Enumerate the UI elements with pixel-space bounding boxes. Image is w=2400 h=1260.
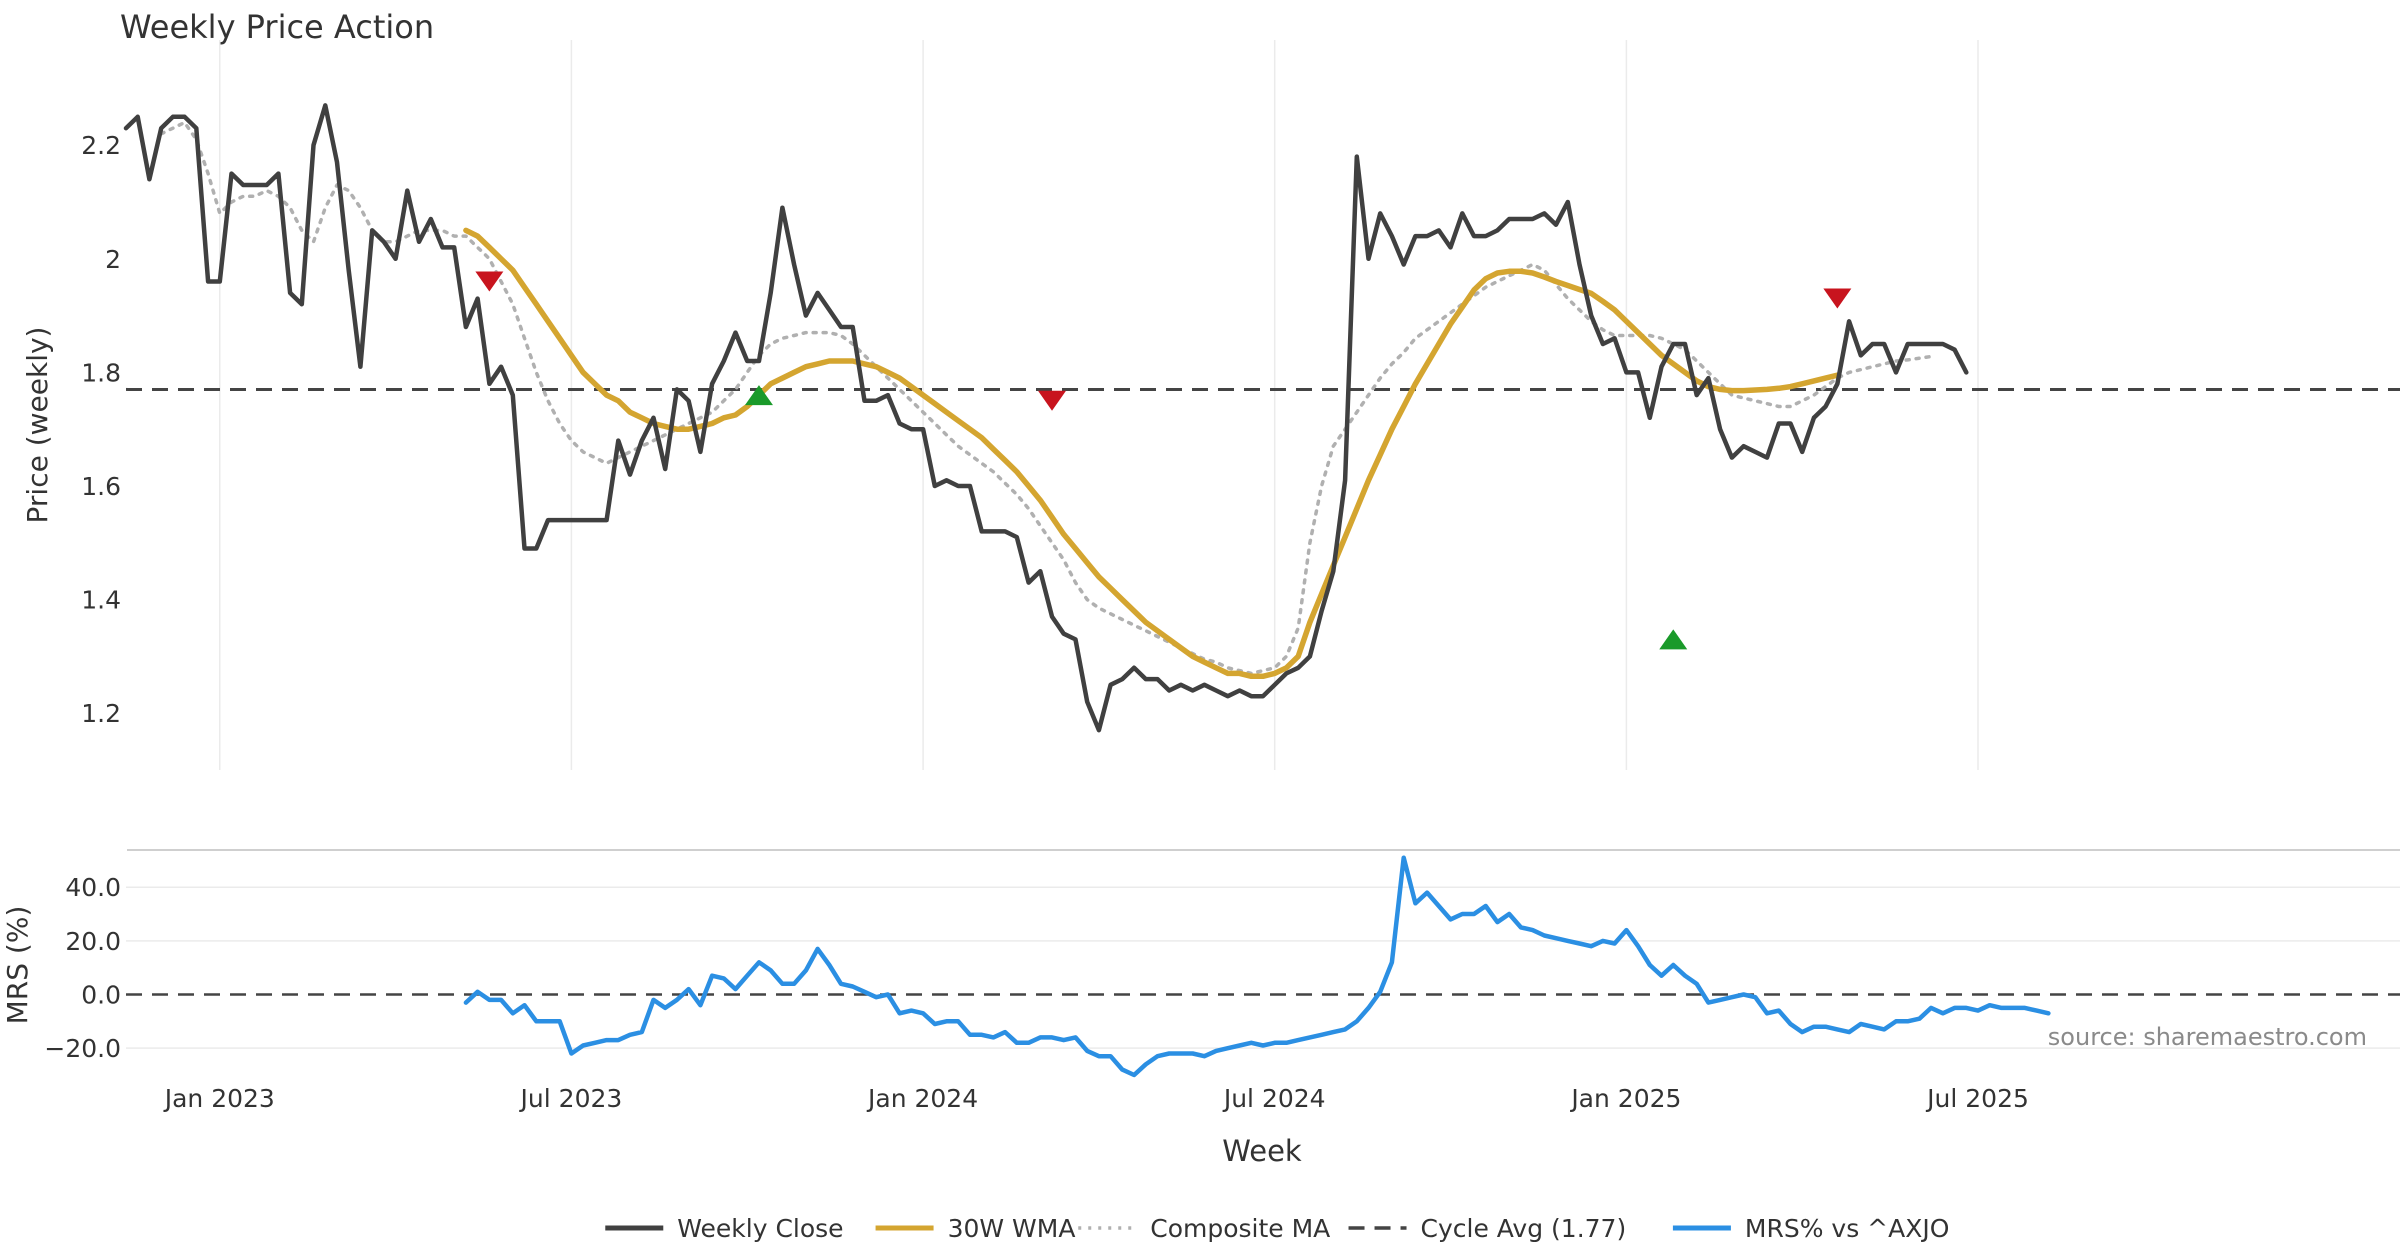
legend-item-1: 30W WMA [875, 1214, 1076, 1243]
mrs-series [463, 855, 2051, 1078]
price-y-tick-5: 2.2 [81, 131, 121, 160]
sell-signal-marker-4 [1823, 288, 1852, 309]
price-y-axis-label: Price (weekly) [21, 327, 54, 524]
mrs-y-tick-0: −20.0 [44, 1034, 121, 1063]
mrs-line-0 [463, 855, 2051, 1078]
mrs-y-tick-labels: −20.0 0.0 20.0 40.0 [44, 873, 121, 1063]
mrs-y-tick-2: 20.0 [65, 927, 121, 956]
x-tick-5: Jul 2025 [1925, 1084, 2029, 1113]
price-y-tick-2: 1.6 [81, 472, 121, 501]
price-y-tick-1: 1.4 [81, 586, 121, 615]
wma-30w-line [463, 227, 1841, 680]
x-tick-2: Jan 2024 [866, 1084, 978, 1113]
signal-markers [475, 271, 1852, 650]
legend-label-0: Weekly Close [677, 1214, 843, 1243]
composite-ma-line [159, 120, 1933, 676]
price-y-tick-3: 1.8 [81, 358, 121, 387]
price-y-tick-labels: 1.2 1.4 1.6 1.8 2 2.2 [81, 131, 121, 728]
x-tick-0: Jan 2023 [163, 1084, 275, 1113]
price-panel: 1.2 1.4 1.6 1.8 2 2.2 Price (weekly) [21, 40, 2400, 770]
legend-item-0: Weekly Close [605, 1214, 844, 1243]
legend-item-4: MRS% vs ^AXJO [1672, 1214, 1950, 1243]
buy-signal-marker-3 [1659, 629, 1688, 650]
x-tick-4: Jan 2025 [1569, 1084, 1681, 1113]
legend-label-1: 30W WMA [948, 1214, 1076, 1243]
x-tick-labels: Jan 2023 Jul 2023 Jan 2024 Jul 2024 Jan 2025… [163, 1084, 2029, 1113]
sell-signal-marker-2 [1038, 390, 1067, 411]
price-gridlines [219, 40, 1979, 770]
mrs-panel: −20.0 0.0 20.0 40.0 MRS (%) source: sharema… [1, 855, 2400, 1078]
legend: Weekly Close 30W WMA Composite MA Cycle Avg… [605, 1214, 1949, 1243]
x-axis-label: Week [1222, 1134, 1302, 1168]
source-annotation: source: sharemaestro.com [2048, 1023, 2367, 1051]
price-series [123, 103, 1969, 733]
chart-title: Weekly Price Action [120, 8, 434, 46]
mrs-y-tick-3: 40.0 [65, 873, 121, 902]
legend-label-3: Cycle Avg (1.77) [1421, 1214, 1627, 1243]
price-y-tick-4: 2 [105, 245, 121, 274]
x-tick-3: Jul 2024 [1222, 1084, 1326, 1113]
price-y-tick-0: 1.2 [81, 699, 121, 728]
mrs-y-tick-1: 0.0 [81, 981, 121, 1010]
legend-label-2: Composite MA [1150, 1214, 1330, 1243]
sell-signal-marker-0 [475, 271, 504, 292]
mrs-gridlines [126, 886, 2400, 1049]
buy-signal-marker-1 [744, 385, 773, 406]
legend-item-2: Composite MA [1078, 1214, 1330, 1243]
legend-item-3: Cycle Avg (1.77) [1348, 1214, 1627, 1243]
mrs-y-axis-label: MRS (%) [1, 906, 34, 1025]
legend-label-4: MRS% vs ^AXJO [1745, 1214, 1950, 1243]
x-tick-1: Jul 2023 [519, 1084, 623, 1113]
weekly-close-line [123, 103, 1969, 733]
